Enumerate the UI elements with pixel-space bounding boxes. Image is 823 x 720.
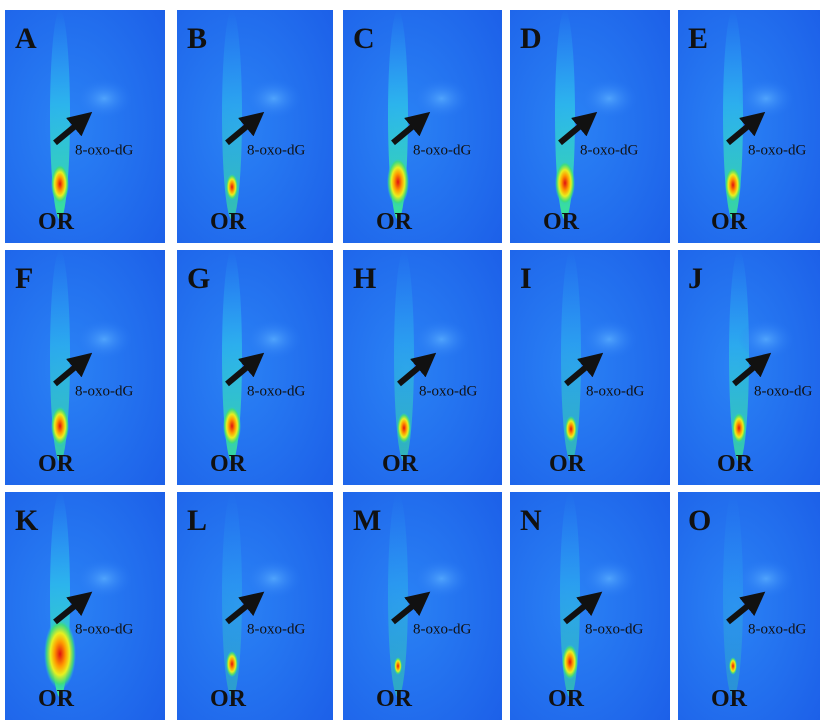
origin-spot xyxy=(729,657,737,675)
origin-spot xyxy=(732,413,746,444)
adduct-spot xyxy=(581,79,637,119)
panel-letter: O xyxy=(688,504,711,537)
panel: N 8-oxo-dG OR xyxy=(510,492,670,720)
origin-spot xyxy=(562,644,578,679)
panel-letter: K xyxy=(15,504,39,537)
adduct-spot xyxy=(738,319,794,359)
adduct-spot xyxy=(76,79,132,119)
panel: I 8-oxo-dG OR xyxy=(510,250,670,485)
spot-label: 8-oxo-dG xyxy=(580,142,638,158)
spot-label: 8-oxo-dG xyxy=(748,142,806,158)
origin-label: OR xyxy=(711,686,748,712)
panel-letter: M xyxy=(353,504,381,537)
origin-label: OR xyxy=(717,451,754,477)
spot-label: 8-oxo-dG xyxy=(748,621,806,637)
adduct-spot xyxy=(414,79,470,119)
origin-spot xyxy=(44,619,76,689)
origin-spot xyxy=(555,161,575,205)
figure: A 8-oxo-dG OR B 8-oxo-dG OR C 8-oxo-dG OR D 8-oxo-… xyxy=(0,0,823,720)
spot-label: 8-oxo-dG xyxy=(586,384,644,400)
panel-letter: I xyxy=(520,262,532,295)
origin-label: OR xyxy=(543,209,580,235)
adduct-spot xyxy=(414,319,470,359)
panel-letter: F xyxy=(15,262,33,295)
origin-label: OR xyxy=(38,451,75,477)
origin-label: OR xyxy=(210,451,247,477)
origin-label: OR xyxy=(210,209,247,235)
panel: F 8-oxo-dG OR xyxy=(5,250,165,485)
panel-letter: B xyxy=(187,22,207,55)
origin-spot xyxy=(725,167,741,202)
adduct-spot xyxy=(414,559,470,599)
origin-label: OR xyxy=(38,209,75,235)
adduct-spot xyxy=(738,79,794,119)
spot-label: 8-oxo-dG xyxy=(75,142,133,158)
spot-label: 8-oxo-dG xyxy=(585,621,643,637)
adduct-spot xyxy=(581,319,637,359)
spot-label: 8-oxo-dG xyxy=(413,142,471,158)
spot-label: 8-oxo-dG xyxy=(413,621,471,637)
panel: L 8-oxo-dG OR xyxy=(177,492,333,720)
panel: K 8-oxo-dG OR xyxy=(5,492,165,720)
adduct-spot xyxy=(738,559,794,599)
adduct-spot xyxy=(246,559,302,599)
origin-spot xyxy=(565,416,577,442)
origin-spot xyxy=(226,174,238,200)
spot-label: 8-oxo-dG xyxy=(754,384,812,400)
origin-label: OR xyxy=(549,451,586,477)
page: {"panels": [ {"letter": "A", "spot_label… xyxy=(0,0,823,720)
panel-letter: C xyxy=(353,22,375,55)
spot-label: 8-oxo-dG xyxy=(419,384,477,400)
spot-label: 8-oxo-dG xyxy=(247,384,305,400)
origin-spot xyxy=(226,651,238,677)
origin-spot xyxy=(394,657,402,675)
panel: E 8-oxo-dG OR xyxy=(678,10,820,243)
panel-letter: E xyxy=(688,22,708,55)
panel-letter: L xyxy=(187,504,207,537)
origin-label: OR xyxy=(38,686,75,712)
panel: C 8-oxo-dG OR xyxy=(343,10,502,243)
panel-letter: D xyxy=(520,22,542,55)
spot-label: 8-oxo-dG xyxy=(247,621,305,637)
panel: B 8-oxo-dG OR xyxy=(177,10,333,243)
panel-letter: N xyxy=(520,504,542,537)
origin-label: OR xyxy=(711,209,748,235)
panel-letter: A xyxy=(15,22,37,55)
panel-letter: J xyxy=(688,262,703,295)
panel-letter: H xyxy=(353,262,376,295)
panel: O 8-oxo-dG OR xyxy=(678,492,820,720)
origin-label: OR xyxy=(382,451,419,477)
panel: G 8-oxo-dG OR xyxy=(177,250,333,485)
panel: D 8-oxo-dG OR xyxy=(510,10,670,243)
spot-label: 8-oxo-dG xyxy=(75,621,133,637)
origin-spot xyxy=(51,406,69,446)
adduct-spot xyxy=(246,319,302,359)
panel: M 8-oxo-dG OR xyxy=(343,492,502,720)
panel: A 8-oxo-dG OR xyxy=(5,10,165,243)
panel-letter: G xyxy=(187,262,210,295)
origin-label: OR xyxy=(376,686,413,712)
origin-spot xyxy=(387,158,409,206)
panel: H 8-oxo-dG OR xyxy=(343,250,502,485)
adduct-spot xyxy=(76,319,132,359)
origin-label: OR xyxy=(548,686,585,712)
origin-label: OR xyxy=(376,209,413,235)
origin-spot xyxy=(397,413,411,444)
adduct-spot xyxy=(581,559,637,599)
spot-label: 8-oxo-dG xyxy=(247,142,305,158)
panel: J 8-oxo-dG OR xyxy=(678,250,820,485)
spot-label: 8-oxo-dG xyxy=(75,384,133,400)
adduct-spot xyxy=(246,79,302,119)
origin-spot xyxy=(223,406,241,446)
origin-spot xyxy=(51,164,69,204)
origin-label: OR xyxy=(210,686,247,712)
adduct-spot xyxy=(76,559,132,599)
